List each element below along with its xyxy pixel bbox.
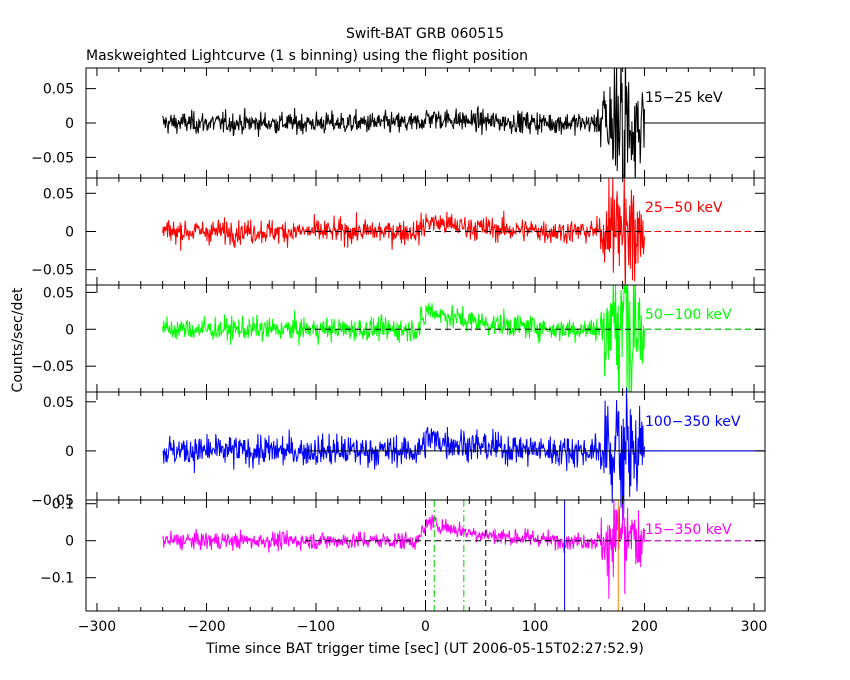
x-tick-label: 300 (741, 619, 768, 635)
band-label-1: 15−25 keV (645, 90, 723, 106)
band-label-5: 15−350 keV (645, 522, 732, 538)
panel-4: 100−350 keV 0.05 0 −0.05 (31, 387, 766, 523)
lightcurve-4 (162, 387, 645, 523)
panel-2: 25−50 keV 0.05 0 −0.05 (31, 177, 766, 286)
y-tick-label-4: −0.05 (31, 493, 74, 509)
y-tick-label-3: 0.05 (43, 285, 74, 301)
panel-1: 15−25 keV 0.05 0 −0.05 (31, 67, 766, 179)
panel-3: 50−100 keV 0.05 0 −0.05 (31, 284, 766, 393)
lightcurve-3 (162, 285, 645, 392)
band-label-2: 25−50 keV (645, 200, 723, 216)
y-tick-label-1: 0.05 (43, 82, 74, 98)
y-tick-label-5: −0.1 (40, 571, 74, 587)
panel-5: 15−350 keV 0.1 0 −0.1 (40, 497, 766, 612)
x-tick-label: 200 (631, 619, 658, 635)
y-tick-label-2: 0 (65, 225, 74, 241)
y-tick-label-1: 0 (65, 116, 74, 132)
y-tick-label-2: 0.05 (43, 186, 74, 202)
lightcurve-2 (162, 178, 645, 285)
y-tick-label-2: −0.05 (31, 263, 74, 279)
panel-frame-3 (85, 284, 766, 393)
x-tick-label: 100 (522, 619, 549, 635)
lightcurve-1 (162, 68, 645, 178)
band-label-4: 100−350 keV (645, 414, 741, 430)
x-axis-label: Time since BAT trigger time [sec] (UT 20… (205, 641, 644, 657)
y-tick-label-4: 0.05 (43, 395, 74, 411)
chart-subtitle: Maskweighted Lightcurve (1 s binning) us… (86, 48, 528, 64)
x-tick-label: −200 (187, 619, 225, 635)
band-label-3: 50−100 keV (645, 307, 732, 323)
y-axis-label: Counts/sec/det (10, 287, 26, 392)
y-tick-label-5: 0 (65, 534, 74, 550)
y-tick-label-3: −0.05 (31, 359, 74, 375)
y-tick-label-4: 0 (65, 444, 74, 460)
y-tick-label-3: 0 (65, 322, 74, 338)
x-tick-label: −100 (297, 619, 335, 635)
y-tick-label-5: 0.1 (52, 497, 74, 513)
y-tick-label-1: −0.05 (31, 150, 74, 166)
x-tick-label: 0 (421, 619, 430, 635)
chart-title: Swift-BAT GRB 060515 (346, 26, 504, 42)
x-tick-label: −300 (78, 619, 116, 635)
